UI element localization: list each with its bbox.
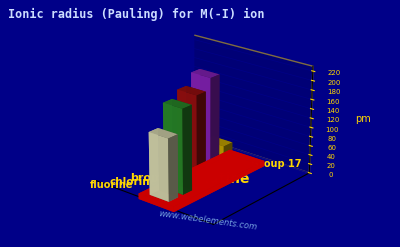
Text: Ionic radius (Pauling) for M(-I) ion: Ionic radius (Pauling) for M(-I) ion <box>8 7 264 21</box>
Text: www.webelements.com: www.webelements.com <box>158 209 258 232</box>
